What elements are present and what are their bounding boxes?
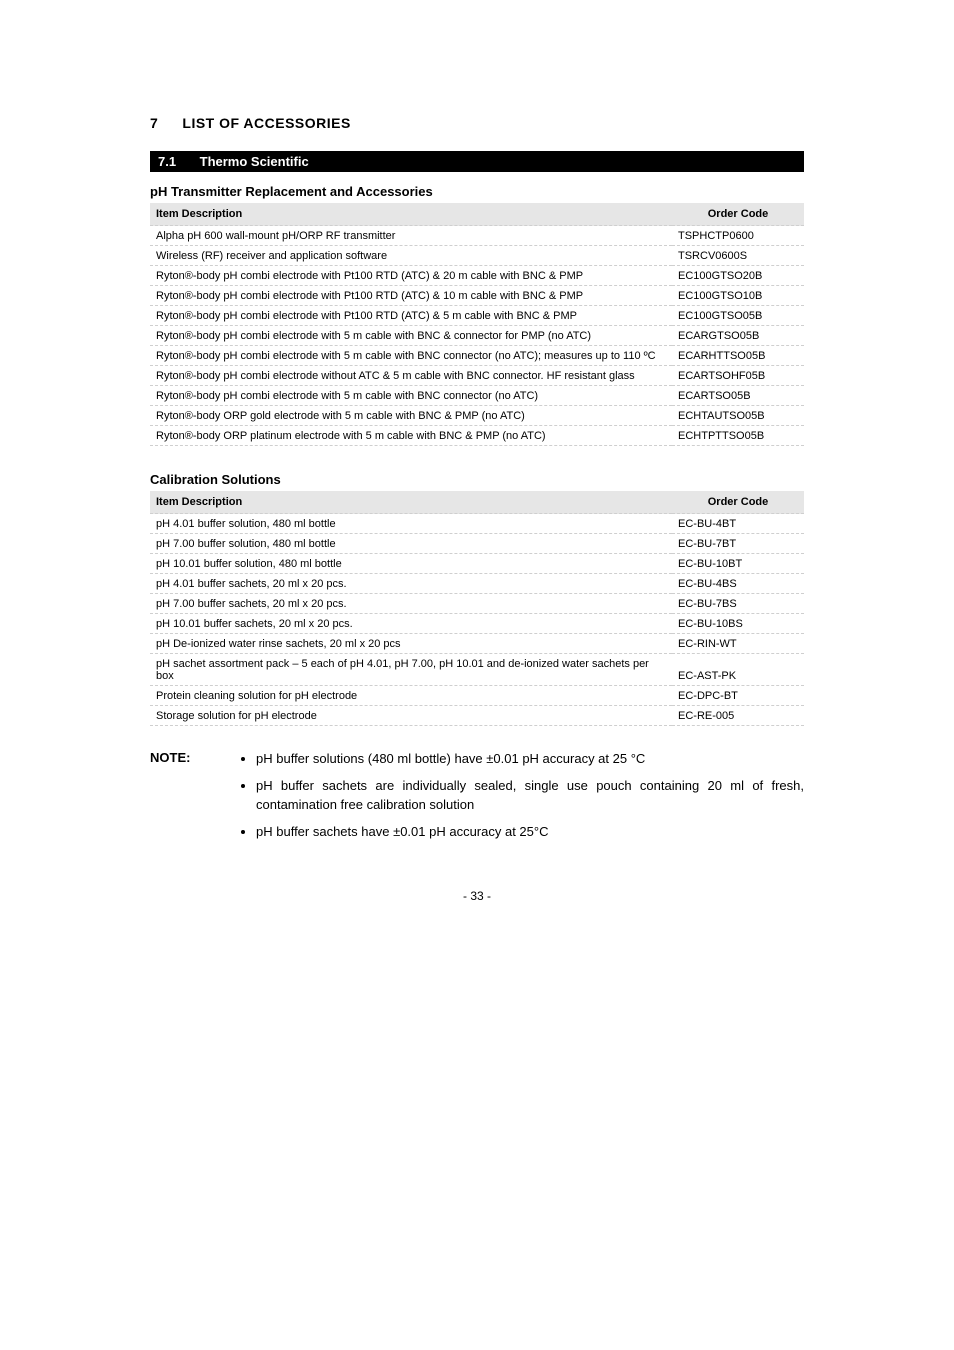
note-list: pH buffer solutions (480 ml bottle) have… [228, 750, 804, 849]
cell-desc: Storage solution for pH electrode [150, 706, 672, 726]
col-header-code: Order Code [672, 203, 804, 226]
table-row: Ryton®-body ORP platinum electrode with … [150, 426, 804, 446]
document-page: 7 LIST OF ACCESSORIES 7.1 Thermo Scienti… [0, 0, 954, 963]
col-header-desc: Item Description [150, 491, 672, 514]
col-header-desc: Item Description [150, 203, 672, 226]
table-row: Alpha pH 600 wall-mount pH/ORP RF transm… [150, 226, 804, 246]
note-item: pH buffer sachets have ±0.01 pH accuracy… [256, 823, 804, 842]
subsection-title: Thermo Scientific [200, 154, 309, 169]
cell-code: EC-BU-7BT [672, 534, 804, 554]
subsection-number: 7.1 [158, 154, 196, 169]
table-row: pH sachet assortment pack – 5 each of pH… [150, 654, 804, 686]
transmitter-table: Item Description Order Code Alpha pH 600… [150, 203, 804, 446]
cell-code: ECARGTSO05B [672, 326, 804, 346]
cell-code: EC-BU-4BS [672, 574, 804, 594]
cell-desc: Wireless (RF) receiver and application s… [150, 246, 672, 266]
cell-desc: Ryton®-body pH combi electrode with 5 m … [150, 326, 672, 346]
table-title-transmitter: pH Transmitter Replacement and Accessori… [150, 184, 804, 199]
table-row: pH De-ionized water rinse sachets, 20 ml… [150, 634, 804, 654]
table-row: pH 10.01 buffer sachets, 20 ml x 20 pcs.… [150, 614, 804, 634]
cell-code: TSRCV0600S [672, 246, 804, 266]
cell-code: EC-BU-10BT [672, 554, 804, 574]
table-row: Ryton®-body pH combi electrode without A… [150, 366, 804, 386]
cell-desc: pH 10.01 buffer solution, 480 ml bottle [150, 554, 672, 574]
note-item: pH buffer sachets are individually seale… [256, 777, 804, 815]
table-row: Ryton®-body pH combi electrode with Pt10… [150, 266, 804, 286]
table-row: Ryton®-body pH combi electrode with 5 m … [150, 326, 804, 346]
cell-desc: Protein cleaning solution for pH electro… [150, 686, 672, 706]
table-row: pH 7.00 buffer solution, 480 ml bottleEC… [150, 534, 804, 554]
cell-desc: pH sachet assortment pack – 5 each of pH… [150, 654, 672, 686]
note-item: pH buffer solutions (480 ml bottle) have… [256, 750, 804, 769]
table-row: Protein cleaning solution for pH electro… [150, 686, 804, 706]
cell-code: EC100GTSO20B [672, 266, 804, 286]
cell-desc: pH 7.00 buffer solution, 480 ml bottle [150, 534, 672, 554]
page-number: - 33 - [150, 889, 804, 903]
cell-desc: Ryton®-body pH combi electrode with 5 m … [150, 386, 672, 406]
table-row: Storage solution for pH electrodeEC-RE-0… [150, 706, 804, 726]
table-header-row: Item Description Order Code [150, 491, 804, 514]
table-row: pH 10.01 buffer solution, 480 ml bottleE… [150, 554, 804, 574]
cell-code: EC100GTSO05B [672, 306, 804, 326]
table-row: pH 7.00 buffer sachets, 20 ml x 20 pcs.E… [150, 594, 804, 614]
table-row: Ryton®-body ORP gold electrode with 5 m … [150, 406, 804, 426]
table-row: pH 4.01 buffer solution, 480 ml bottleEC… [150, 514, 804, 534]
table-row: Ryton®-body pH combi electrode with Pt10… [150, 286, 804, 306]
table-row: pH 4.01 buffer sachets, 20 ml x 20 pcs.E… [150, 574, 804, 594]
section-title: LIST OF ACCESSORIES [182, 115, 350, 131]
cell-code: EC-RIN-WT [672, 634, 804, 654]
section-heading: 7 LIST OF ACCESSORIES [150, 115, 804, 131]
table-row: Ryton®-body pH combi electrode with 5 m … [150, 346, 804, 366]
cell-code: ECHTAUTSO05B [672, 406, 804, 426]
cell-code: TSPHCTP0600 [672, 226, 804, 246]
table-title-calibration: Calibration Solutions [150, 472, 804, 487]
calibration-table: Item Description Order Code pH 4.01 buff… [150, 491, 804, 726]
note-block: NOTE: pH buffer solutions (480 ml bottle… [150, 750, 804, 849]
cell-code: EC-BU-7BS [672, 594, 804, 614]
section-number: 7 [150, 115, 178, 131]
cell-desc: pH 4.01 buffer sachets, 20 ml x 20 pcs. [150, 574, 672, 594]
cell-desc: pH 10.01 buffer sachets, 20 ml x 20 pcs. [150, 614, 672, 634]
cell-desc: Alpha pH 600 wall-mount pH/ORP RF transm… [150, 226, 672, 246]
col-header-code: Order Code [672, 491, 804, 514]
table-row: Wireless (RF) receiver and application s… [150, 246, 804, 266]
cell-code: ECARTSOHF05B [672, 366, 804, 386]
cell-desc: pH De-ionized water rinse sachets, 20 ml… [150, 634, 672, 654]
subsection-bar: 7.1 Thermo Scientific [150, 151, 804, 172]
cell-desc: Ryton®-body pH combi electrode with 5 m … [150, 346, 672, 366]
transmitter-table-body: Alpha pH 600 wall-mount pH/ORP RF transm… [150, 226, 804, 446]
cell-code: EC-BU-10BS [672, 614, 804, 634]
cell-code: ECARHTTSO05B [672, 346, 804, 366]
note-label: NOTE: [150, 750, 228, 849]
cell-desc: Ryton®-body pH combi electrode with Pt10… [150, 306, 672, 326]
cell-desc: pH 7.00 buffer sachets, 20 ml x 20 pcs. [150, 594, 672, 614]
table-row: Ryton®-body pH combi electrode with Pt10… [150, 306, 804, 326]
cell-code: EC-AST-PK [672, 654, 804, 686]
calibration-table-body: pH 4.01 buffer solution, 480 ml bottleEC… [150, 514, 804, 726]
cell-code: EC100GTSO10B [672, 286, 804, 306]
table-header-row: Item Description Order Code [150, 203, 804, 226]
cell-code: ECARTSO05B [672, 386, 804, 406]
cell-desc: Ryton®-body pH combi electrode with Pt10… [150, 266, 672, 286]
cell-desc: Ryton®-body pH combi electrode without A… [150, 366, 672, 386]
table-row: Ryton®-body pH combi electrode with 5 m … [150, 386, 804, 406]
cell-code: EC-DPC-BT [672, 686, 804, 706]
cell-code: ECHTPTTSO05B [672, 426, 804, 446]
cell-code: EC-RE-005 [672, 706, 804, 726]
cell-desc: pH 4.01 buffer solution, 480 ml bottle [150, 514, 672, 534]
cell-desc: Ryton®-body ORP gold electrode with 5 m … [150, 406, 672, 426]
cell-desc: Ryton®-body pH combi electrode with Pt10… [150, 286, 672, 306]
cell-code: EC-BU-4BT [672, 514, 804, 534]
cell-desc: Ryton®-body ORP platinum electrode with … [150, 426, 672, 446]
